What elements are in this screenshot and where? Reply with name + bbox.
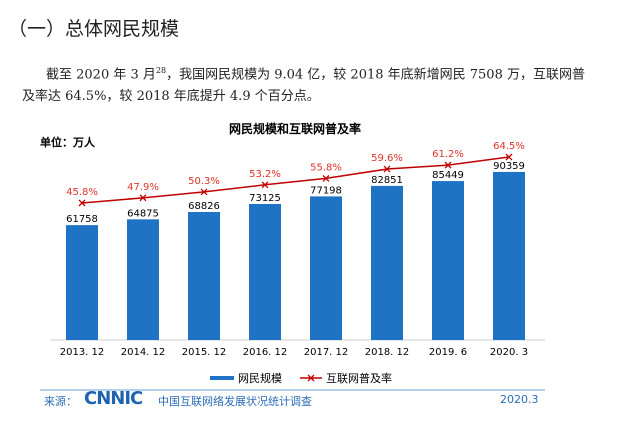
cnnic-logo: CNNIC — [84, 388, 143, 409]
x-tick-label: 2019. 6 — [429, 347, 467, 358]
legend-bar-label: 网民规模 — [238, 371, 282, 385]
footer-date: 2020.3 — [500, 393, 539, 406]
x-tick-label: 2018. 12 — [365, 347, 410, 358]
x-tick-label: 2014. 12 — [121, 347, 166, 358]
unit-label: 单位：万人 — [40, 135, 96, 149]
bar-value-label: 68826 — [188, 201, 220, 212]
text: 截至 2020 年 3 月 — [46, 67, 156, 83]
bar-value-label: 82851 — [371, 175, 403, 186]
line-value-label: 64.5% — [493, 141, 525, 152]
x-tick-label: 2017. 12 — [304, 347, 349, 358]
line-value-label: 59.6% — [371, 153, 403, 164]
footnote-ref[interactable]: 28 — [155, 66, 167, 75]
x-tick-label: 2020. 3 — [490, 347, 528, 358]
bar-value-label: 85449 — [432, 170, 464, 181]
line-value-label: 47.9% — [127, 182, 159, 193]
bar-value-label: 77198 — [310, 185, 342, 196]
bar — [66, 225, 98, 340]
paragraph-line-2: 及率达 64.5%，较 2018 年底提升 4.9 个百分点。 — [22, 89, 320, 104]
bar — [188, 211, 220, 340]
paragraph-line-1: 截至 2020 年 3 月28，我国网民规模为 9.04 亿，较 2018 年底… — [46, 58, 632, 88]
bar — [432, 181, 464, 340]
x-tick-label: 2013. 12 — [60, 347, 105, 358]
survey-name: 中国互联网络发展状况统计调查 — [158, 395, 312, 408]
bar-value-label: 64875 — [127, 208, 159, 219]
line-value-label: 55.8% — [310, 162, 342, 173]
bar-value-label: 73125 — [249, 193, 281, 204]
x-tick-label: 2015. 12 — [182, 347, 227, 358]
line-value-label: 50.3% — [188, 176, 220, 187]
text: ，我国网民规模为 9.04 亿，较 2018 年底新增网民 7508 万，互联网… — [166, 67, 585, 83]
line-value-label: 61.2% — [432, 149, 464, 160]
line-value-label: 53.2% — [249, 169, 281, 180]
x-tick-label: 2016. 12 — [243, 347, 288, 358]
legend-x-marker — [307, 374, 315, 382]
legend: 网民规模 互联网普及率 — [210, 371, 392, 385]
bar — [493, 171, 525, 340]
legend-line-label: 互联网普及率 — [326, 371, 392, 385]
bar-value-label: 90359 — [493, 161, 525, 172]
line-value-label: 45.8% — [66, 187, 98, 198]
bar — [310, 196, 342, 340]
bar-value-label: 61758 — [66, 214, 98, 225]
source-label: 来源： — [44, 395, 77, 408]
bar — [127, 219, 159, 340]
chart-title: 网民规模和互联网普及率 — [229, 121, 361, 136]
bar — [371, 185, 403, 340]
section-heading: （一）总体网民规模 — [8, 18, 180, 40]
bar — [249, 203, 281, 340]
penetration-line — [81, 156, 510, 204]
